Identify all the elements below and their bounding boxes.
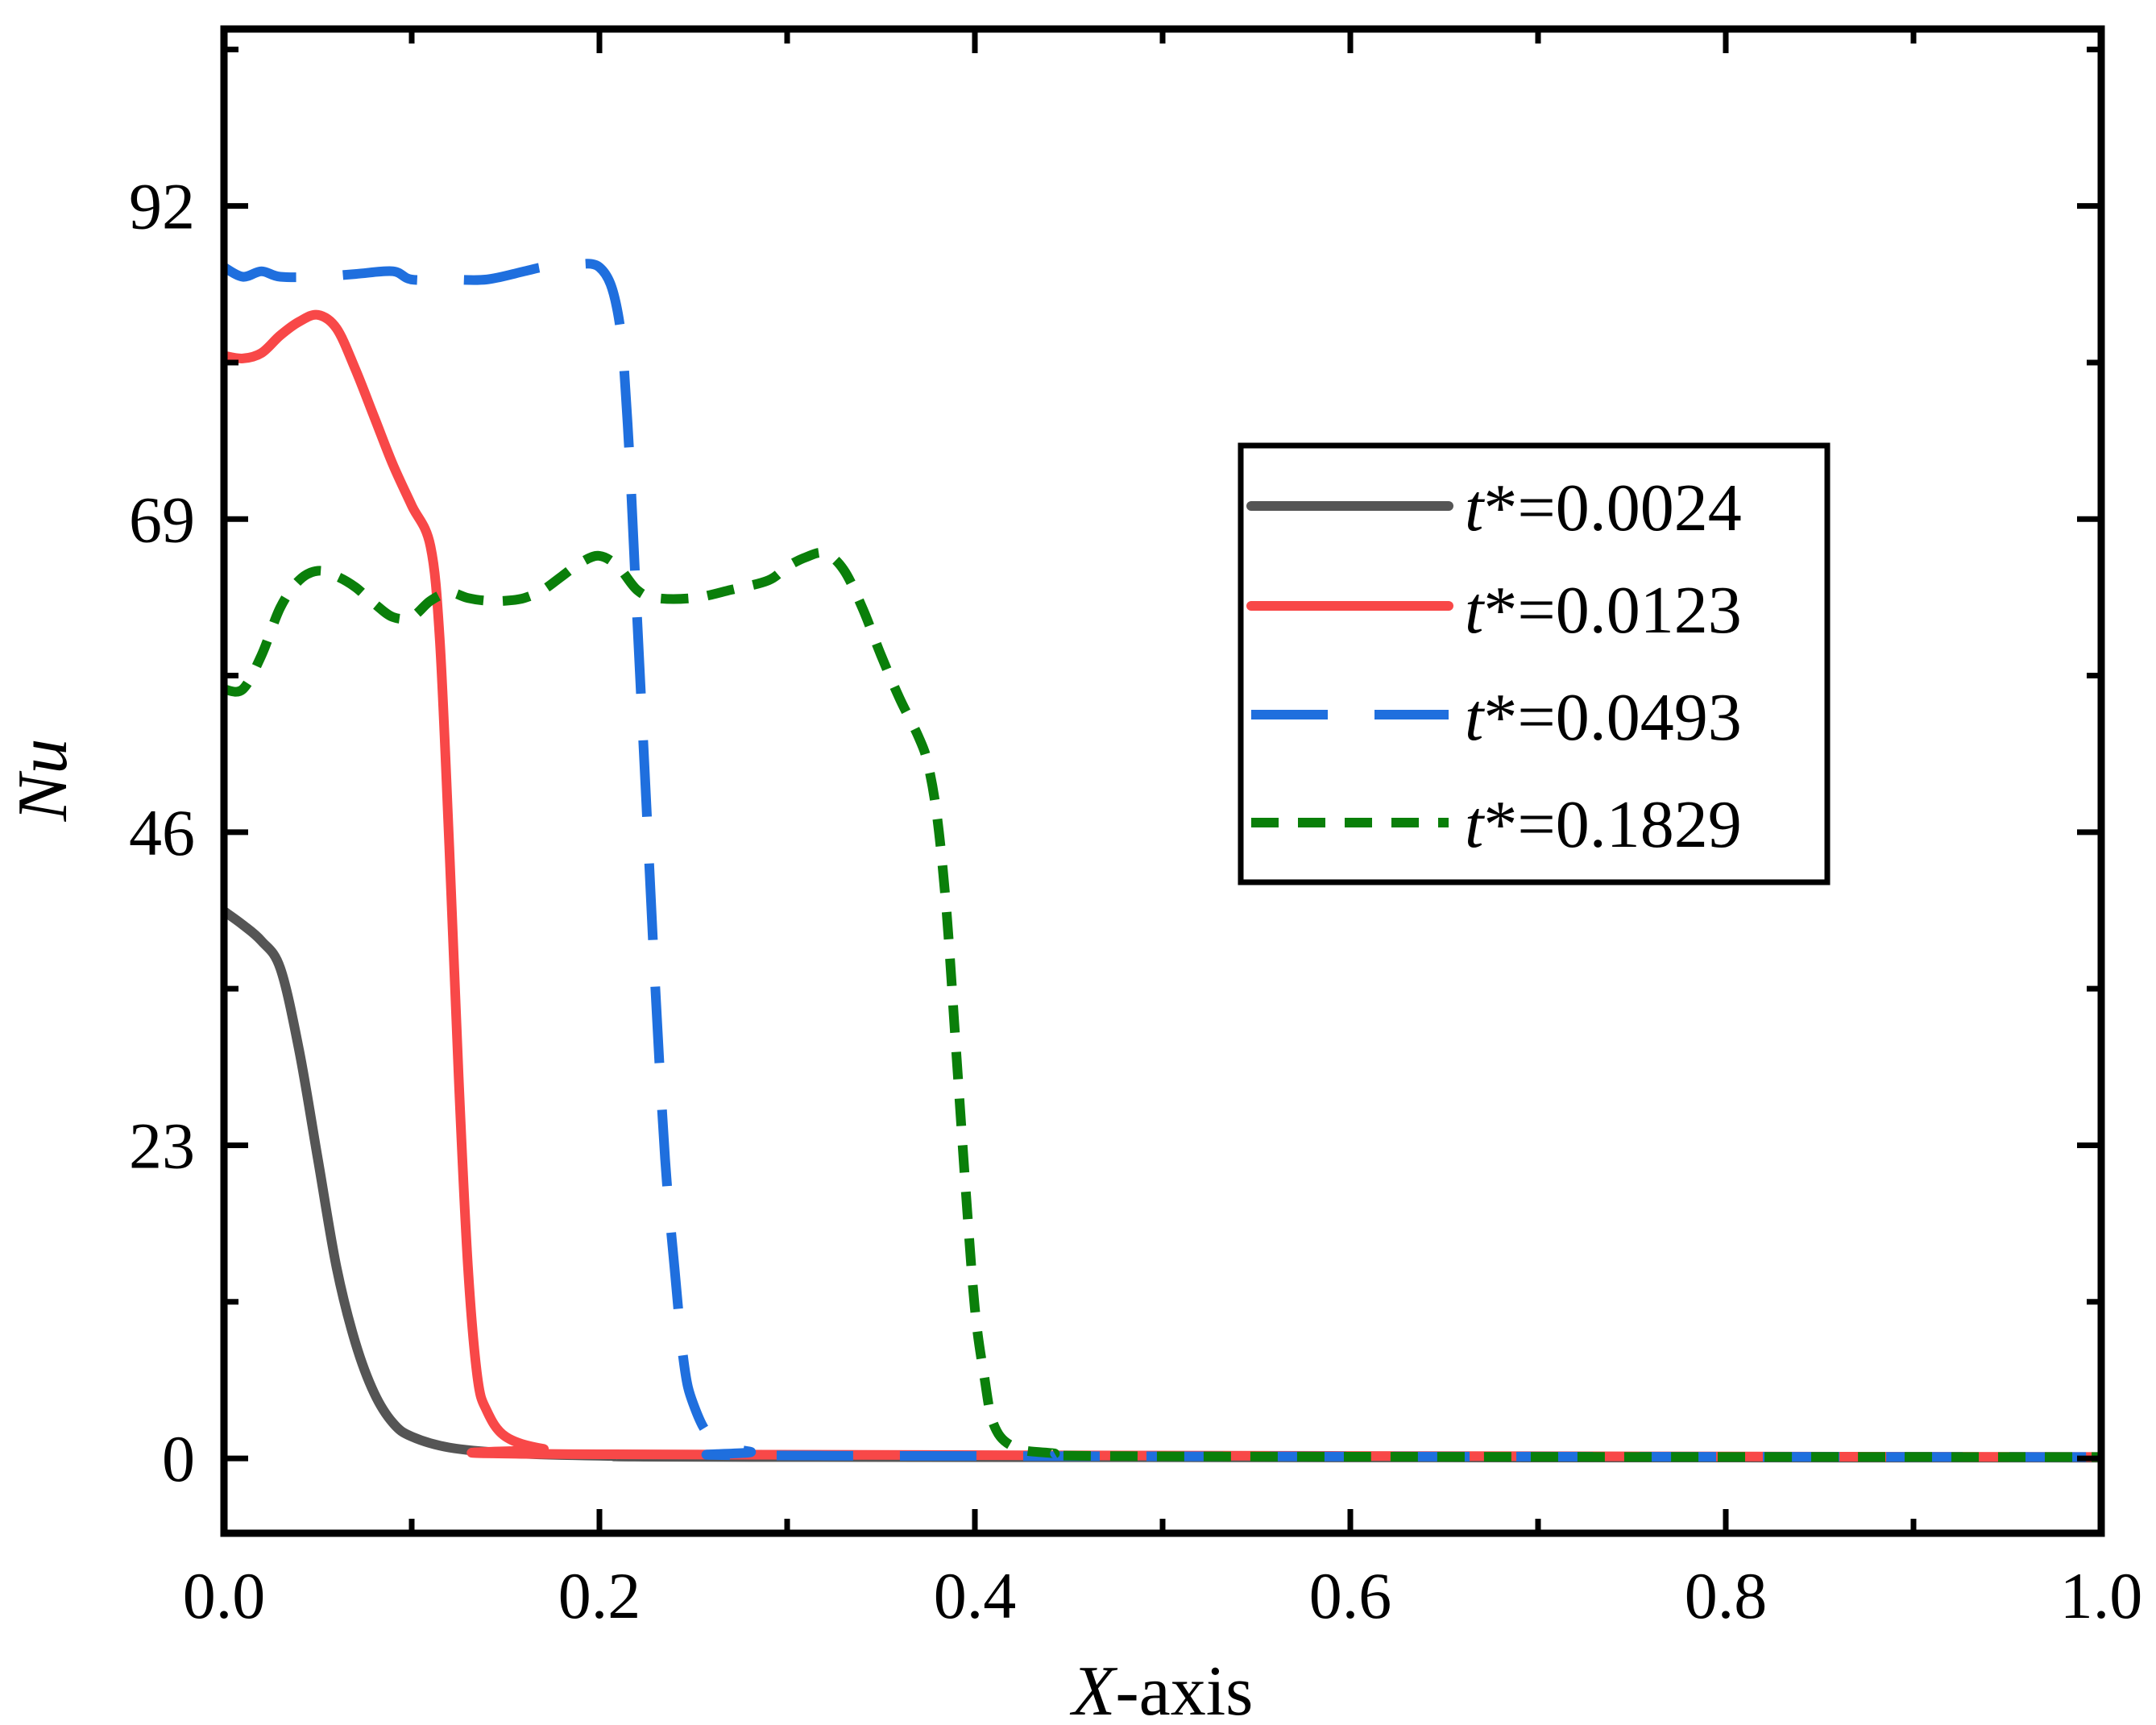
- x-tick-labels: 0.0 0.2 0.4 0.6 0.8 1.0: [183, 1559, 2143, 1632]
- y-tick-labels: 0 23 46 69 92: [129, 170, 195, 1495]
- legend-label-1: t*=0.0123: [1465, 573, 1742, 648]
- series-line-0: [224, 906, 2101, 1463]
- legend-label-3: t*=0.1829: [1465, 787, 1742, 862]
- legend-box: [1238, 442, 1831, 885]
- y-tick-label: 23: [129, 1109, 195, 1182]
- x-tick-label: 1.0: [2060, 1559, 2143, 1632]
- series-line-1: [224, 309, 2101, 1462]
- y-tick-label: 69: [129, 483, 195, 556]
- y-tick-label: 46: [129, 796, 195, 869]
- x-tick-label: 0.6: [1309, 1559, 1392, 1632]
- legend-label-0: t*=0.0024: [1465, 471, 1742, 545]
- series-layer: [224, 259, 2101, 1463]
- x-tick-label: 0.0: [183, 1559, 266, 1632]
- series-line-2: [224, 259, 2101, 1462]
- x-tick-label: 0.8: [1685, 1559, 1768, 1632]
- y-axis-title: Nu: [4, 739, 82, 823]
- x-axis-title: X-axis: [1070, 1652, 1254, 1725]
- y-tick-label: 92: [129, 170, 195, 243]
- y-tick-label: 0: [162, 1422, 195, 1495]
- legend: t*=0.0024 t*=0.0123 t*=0.0493 t*=0.1829: [1238, 442, 1831, 885]
- tick-layer: [221, 29, 2104, 1533]
- x-tick-label: 0.4: [934, 1559, 1017, 1632]
- series-line-3: [224, 547, 2101, 1462]
- legend-label-2: t*=0.0493: [1465, 680, 1742, 755]
- x-tick-label: 0.2: [558, 1559, 641, 1632]
